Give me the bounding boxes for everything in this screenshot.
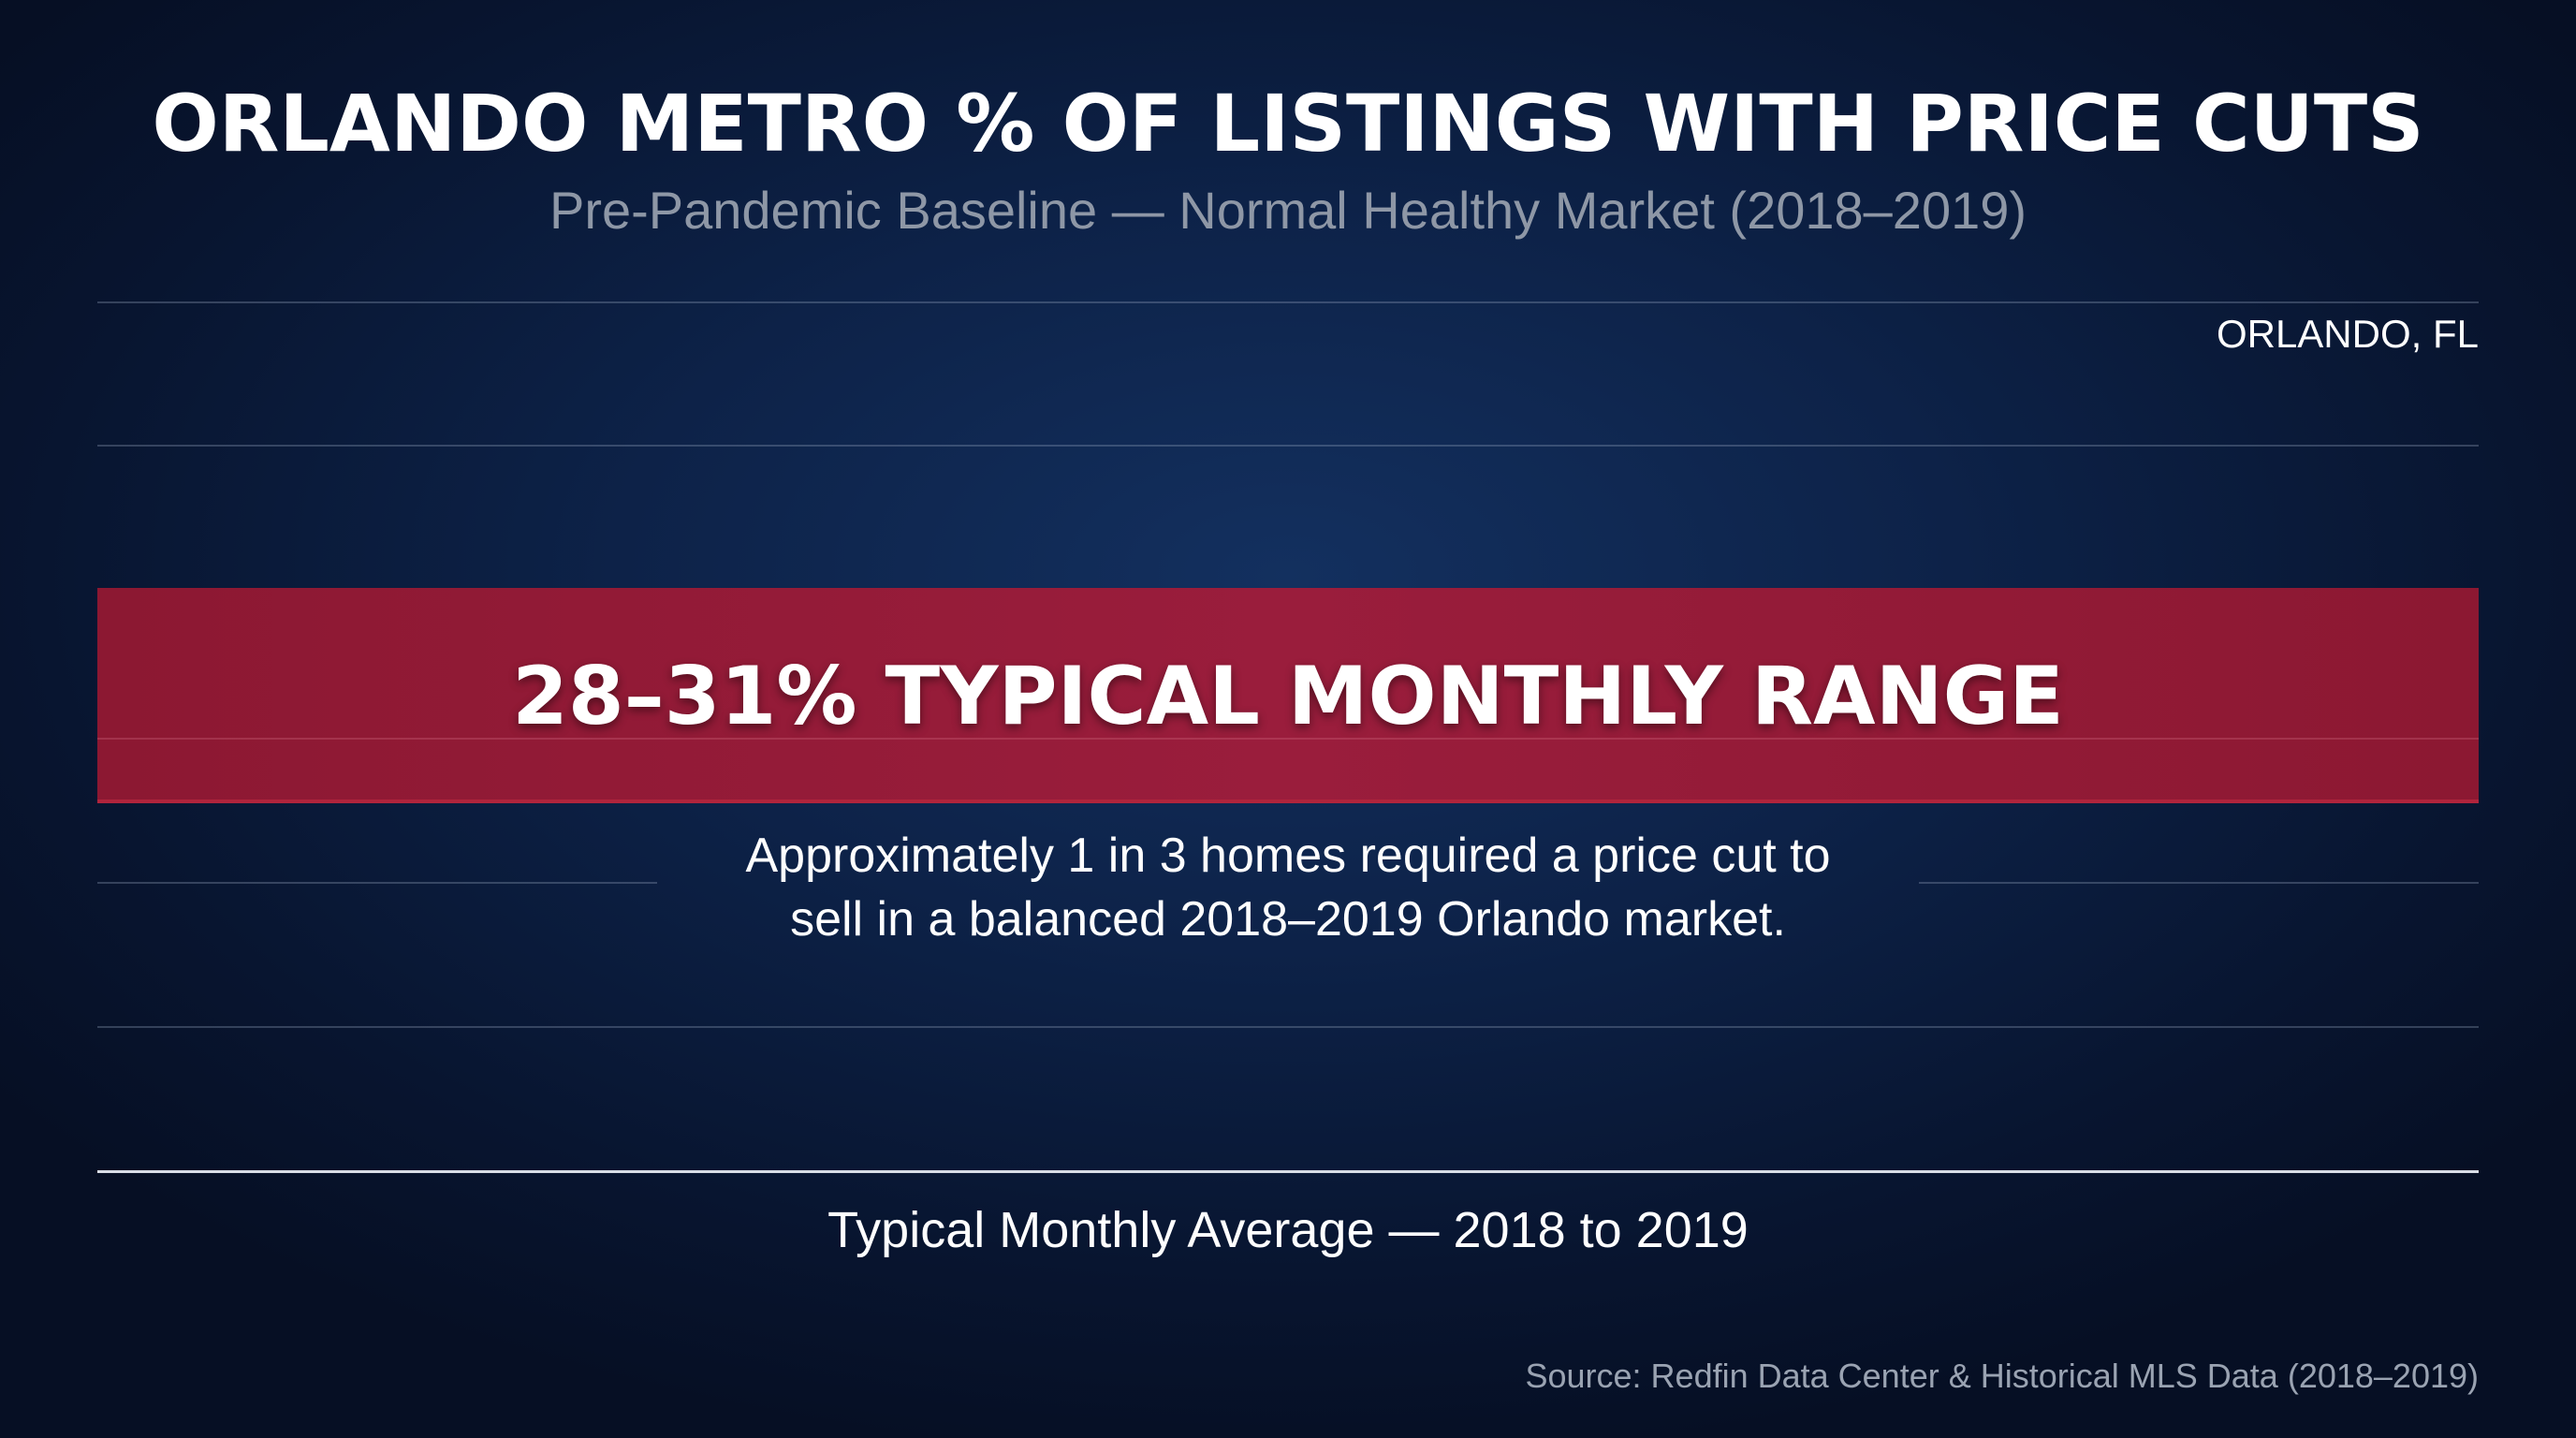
- chart-subtitle: Pre-Pandemic Baseline — Normal Healthy M…: [549, 181, 2027, 240]
- band-gridline: [97, 738, 2479, 740]
- x-axis-baseline: [97, 1170, 2479, 1173]
- gridline-4: [97, 1026, 2479, 1028]
- gridline-2: [97, 445, 2479, 447]
- location-label: ORLANDO, FL: [2216, 312, 2479, 356]
- x-axis-label: Typical Monthly Average — 2018 to 2019: [827, 1202, 1749, 1258]
- gridline-1: [97, 301, 2479, 303]
- chart-title: ORLANDO METRO % OF LISTINGS WITH PRICE C…: [152, 78, 2424, 169]
- annotation-text: Approximately 1 in 3 homes required a pr…: [655, 824, 1921, 951]
- gridline-3-right: [1919, 882, 2479, 884]
- gridline-3-left: [97, 882, 657, 884]
- typical-range-band: 28–31% TYPICAL MONTHLY RANGE: [97, 588, 2479, 803]
- annotation-line-1: Approximately 1 in 3 homes required a pr…: [745, 829, 1831, 883]
- annotation-line-2: sell in a balanced 2018–2019 Orlando mar…: [790, 892, 1786, 946]
- range-band-label: 28–31% TYPICAL MONTHLY RANGE: [512, 650, 2064, 743]
- source-note: Source: Redfin Data Center & Historical …: [1525, 1357, 2479, 1395]
